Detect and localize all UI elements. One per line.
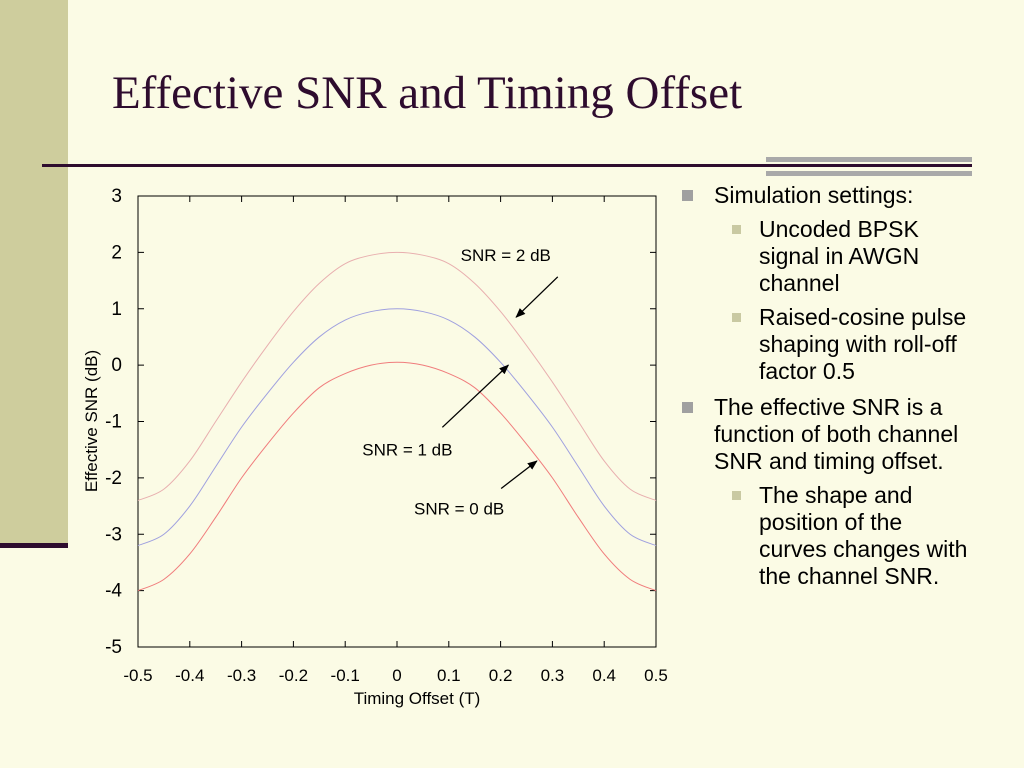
y-tick-label: -3 [105, 524, 122, 545]
x-tick-label: -0.1 [331, 666, 360, 685]
x-tick-label: 0.5 [644, 666, 668, 685]
annotation-arrow [500, 460, 538, 490]
x-tick-label: 0 [392, 666, 401, 685]
slide-title: Effective SNR and Timing Offset [112, 67, 743, 119]
series-line-2 [137, 361, 657, 592]
annotation-arrow [515, 276, 559, 318]
x-tick-label: -0.2 [279, 666, 308, 685]
y-tick-label: 2 [111, 242, 122, 263]
annotation-label: SNR = 2 dB [461, 246, 551, 265]
left-decor-band [0, 0, 68, 545]
bullet-marker [682, 190, 693, 201]
y-tick-label: 3 [111, 186, 122, 207]
sub-bullet-item: Raised-cosine pulse shaping with roll-of… [714, 304, 976, 385]
x-tick-label: 0.2 [489, 666, 513, 685]
y-tick-label: 1 [111, 299, 122, 320]
series-line-1 [137, 308, 657, 546]
x-tick-label: 0.1 [437, 666, 461, 685]
left-decor-bar [0, 543, 68, 548]
sub-bullet-marker [732, 491, 741, 500]
x-tick-label: -0.5 [123, 666, 152, 685]
x-tick-label: -0.4 [175, 666, 204, 685]
sub-bullet-text: The shape and position of the curves cha… [759, 482, 968, 589]
sub-bullet-marker [732, 225, 741, 234]
annotation-label: SNR = 0 dB [414, 500, 504, 519]
title-divider-accent [766, 157, 972, 177]
x-tick-label: 0.3 [541, 666, 565, 685]
y-tick-label: 0 [111, 355, 122, 376]
sub-bullet-item: The shape and position of the curves cha… [714, 482, 976, 590]
bullet-text: The effective SNR is a function of both … [714, 394, 959, 474]
x-tick-label: -0.3 [227, 666, 256, 685]
title-divider [42, 164, 972, 167]
annotation-label: SNR = 1 dB [362, 440, 452, 459]
sub-bullet-text: Uncoded BPSK signal in AWGN channel [759, 216, 920, 296]
bullet-text: Simulation settings: [714, 182, 914, 208]
bullet-list: Simulation settings: Uncoded BPSK signal… [676, 182, 976, 599]
y-tick-label: -5 [105, 637, 122, 658]
annotation-arrow [441, 364, 510, 428]
x-tick-label: 0.4 [592, 666, 616, 685]
x-axis-label: Timing Offset (T) [354, 689, 481, 708]
y-tick-label: -4 [105, 581, 122, 602]
sub-bullet-marker [732, 313, 741, 322]
y-tick-label: -2 [105, 468, 122, 489]
series-line-0 [137, 251, 657, 501]
bullet-item: Simulation settings: Uncoded BPSK signal… [676, 182, 976, 385]
y-tick-label: -1 [105, 412, 122, 433]
sub-bullet-text: Raised-cosine pulse shaping with roll-of… [759, 304, 967, 384]
bullet-item: The effective SNR is a function of both … [676, 394, 976, 590]
bullet-marker [682, 402, 693, 413]
y-axis-label: Effective SNR (dB) [82, 350, 101, 492]
sub-bullet-item: Uncoded BPSK signal in AWGN channel [714, 216, 976, 297]
